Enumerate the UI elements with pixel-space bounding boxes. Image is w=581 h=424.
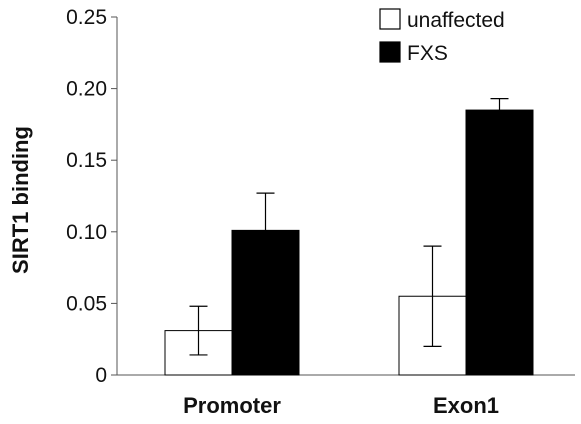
y-tick-label: 0.25	[66, 6, 107, 29]
y-tick-label: 0	[95, 364, 107, 387]
y-tick-label: 0.20	[66, 78, 107, 101]
y-axis-title-group: SIRT1 binding	[8, 126, 33, 274]
bars	[164, 109, 534, 376]
category-label-promoter: Promoter	[183, 393, 281, 418]
axes: 0 0.05 0.10 0.15 0.20 0.25	[66, 6, 575, 387]
y-axis-title: SIRT1 binding	[8, 126, 33, 274]
bar-fxs-exon1	[465, 109, 534, 376]
legend-swatch-fxs	[379, 41, 401, 63]
category-label-exon1: Exon1	[433, 393, 499, 418]
y-tick-label: 0.05	[66, 292, 107, 315]
error-bars	[189, 98, 509, 356]
category-labels: Promoter Exon1	[183, 393, 499, 418]
legend-label-fxs: FXS	[407, 42, 448, 65]
legend: unaffected FXS	[379, 8, 505, 65]
y-tick-label: 0.15	[66, 149, 107, 172]
legend-swatch-unaffected	[379, 8, 401, 30]
bar-fxs-promoter	[231, 229, 300, 376]
legend-label-unaffected: unaffected	[407, 9, 505, 32]
y-tick-label: 0.10	[66, 221, 107, 244]
